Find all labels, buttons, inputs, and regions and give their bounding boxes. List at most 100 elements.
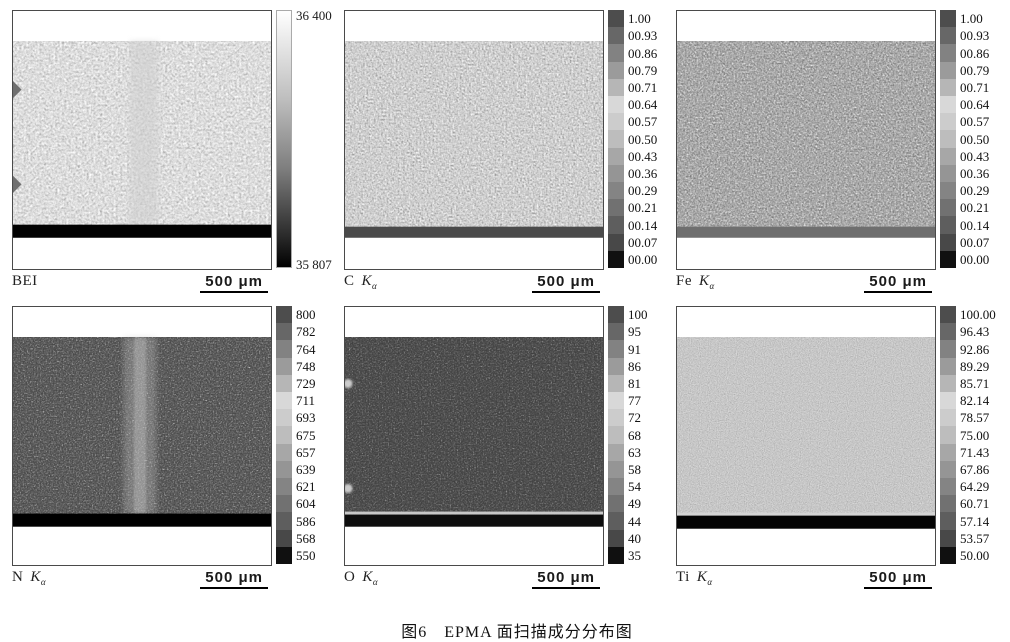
micrograph-c — [345, 11, 603, 269]
colorbar-segment — [608, 113, 624, 131]
colorbar-tick: 00.07 — [960, 234, 990, 250]
colorbar-segment — [940, 199, 956, 217]
scale-bar: 500 μm — [864, 273, 932, 293]
panel-footer: O Kα 500 μm — [344, 566, 602, 592]
colorbar-tick: 00.43 — [628, 148, 658, 164]
panel-fe-ka: 1.00 00.93 00.86 00.79 00.71 00.64 00.57 00.50 0… — [676, 10, 1008, 296]
micrograph-bei — [13, 11, 271, 269]
colorbar-tick: 00.43 — [960, 148, 990, 164]
colorbar-tick: 711 — [296, 393, 316, 409]
panel-label: C Kα — [344, 273, 378, 291]
colorbar-tick: 81 — [628, 375, 641, 391]
colorbar-segment — [608, 78, 624, 97]
colorbar-segment — [608, 478, 624, 496]
colorbar-tick: 00.93 — [628, 28, 658, 44]
colorbar-segment — [276, 478, 292, 496]
colorbar-min-label: 35 807 — [296, 257, 332, 272]
colorbar-segment — [276, 512, 292, 530]
colorbar-tick: 00.29 — [628, 183, 658, 199]
colorbar-tick: 586 — [296, 513, 316, 529]
colorbar-tick: 53.57 — [960, 530, 990, 546]
colorbar-segment — [940, 233, 956, 251]
colorbar-tick: 00.07 — [628, 234, 658, 250]
colorbar-tick: 44 — [628, 513, 641, 529]
panel-footer: C Kα 500 μm — [344, 270, 602, 296]
colorbar-tick: 68 — [628, 427, 641, 443]
colorbar-segment — [940, 443, 956, 461]
colorbar-segment — [276, 374, 292, 393]
colorbar-tick: 50.00 — [960, 547, 990, 563]
colorbar-tick: 00.86 — [960, 45, 990, 61]
scale-bar: 500 μm — [864, 569, 932, 589]
colorbar-tick: 78.57 — [960, 410, 990, 426]
colorbar-tick: 96.43 — [960, 324, 990, 340]
colorbar-tick: 63 — [628, 444, 641, 460]
colorbar-segment — [276, 357, 292, 375]
colorbar-tick: 89.29 — [960, 358, 990, 374]
colorbar-tick: 00.79 — [960, 62, 990, 78]
colorbar-tick: 657 — [296, 444, 316, 460]
colorbar-segment — [940, 44, 956, 62]
colorbar-segment — [608, 199, 624, 217]
panel-bei: 36 400 35 807 BEI 500 μm — [12, 8, 344, 296]
colorbar-tick: 00.57 — [960, 114, 990, 130]
colorbar-segment — [940, 61, 956, 79]
colorbar-segment — [608, 529, 624, 547]
panel-footer: Ti Kα 500 μm — [676, 566, 934, 592]
panel-grid: 36 400 35 807 BEI 500 μm 1.00 00.93 00.86 0… — [12, 8, 1010, 602]
colorbar-tick: 00.57 — [628, 114, 658, 130]
micrograph-frame — [12, 10, 272, 270]
panel-label: N Kα — [12, 569, 47, 587]
colorbar-tick: 00.36 — [960, 165, 990, 181]
colorbar-tick: 00.71 — [628, 79, 658, 95]
colorbar-ti — [940, 306, 956, 565]
panel-label: Fe Kα — [676, 273, 715, 291]
colorbar-segment — [608, 357, 624, 375]
colorbar-tick: 64.29 — [960, 479, 990, 495]
colorbar-tick: 71.43 — [960, 444, 990, 460]
colorbar-tick: 621 — [296, 479, 316, 495]
colorbar-tick: 00.21 — [960, 200, 990, 216]
colorbar-tick: 100.00 — [960, 307, 996, 323]
colorbar-tick: 604 — [296, 496, 316, 512]
micrograph-frame — [676, 306, 936, 566]
micrograph-o — [345, 307, 603, 565]
colorbar-tick: 00.21 — [628, 200, 658, 216]
colorbar-segment — [608, 96, 624, 114]
colorbar-segment — [940, 164, 956, 183]
scale-bar: 500 μm — [200, 569, 268, 589]
colorbar-segment — [940, 426, 956, 444]
colorbar-segment — [608, 164, 624, 183]
scale-bar: 500 μm — [532, 273, 600, 293]
colorbar-tick: 00.86 — [628, 45, 658, 61]
colorbar-tick: 95 — [628, 324, 641, 340]
colorbar-tick: 800 — [296, 307, 316, 323]
colorbar-segment — [608, 147, 624, 165]
colorbar-tick: 782 — [296, 324, 316, 340]
colorbar-segment — [608, 27, 624, 45]
colorbar-segment — [940, 340, 956, 358]
colorbar-segment — [276, 323, 292, 341]
colorbar-tick: 100 — [628, 307, 648, 323]
colorbar-tick: 40 — [628, 530, 641, 546]
colorbar-ti-ticks: 100.00 96.43 92.86 89.29 85.71 82.14 78.57 75.0… — [960, 306, 1006, 564]
colorbar-tick: 82.14 — [960, 393, 990, 409]
colorbar-segment — [940, 78, 956, 97]
colorbar-o — [608, 306, 624, 565]
colorbar-segment — [940, 147, 956, 165]
colorbar-segment — [608, 250, 624, 269]
colorbar-tick: 75.00 — [960, 427, 990, 443]
colorbar-segment — [608, 409, 624, 427]
colorbar-segment — [608, 392, 624, 410]
colorbar-c — [608, 10, 624, 269]
bright-blob — [345, 379, 353, 389]
micrograph-frame — [344, 306, 604, 566]
colorbar-tick: 67.86 — [960, 461, 990, 477]
colorbar-tick: 00.93 — [960, 28, 990, 44]
panel-o-ka: 100 95 91 86 81 77 72 68 63 58 54 49 44 40 35 O Kα 500 … — [344, 306, 676, 592]
colorbar-segment — [608, 44, 624, 62]
colorbar-tick: 85.71 — [960, 375, 990, 391]
colorbar-n — [276, 306, 292, 565]
panel-n-ka: 800 782 764 748 729 711 693 675 657 639 621 604 586 5… — [12, 306, 344, 592]
